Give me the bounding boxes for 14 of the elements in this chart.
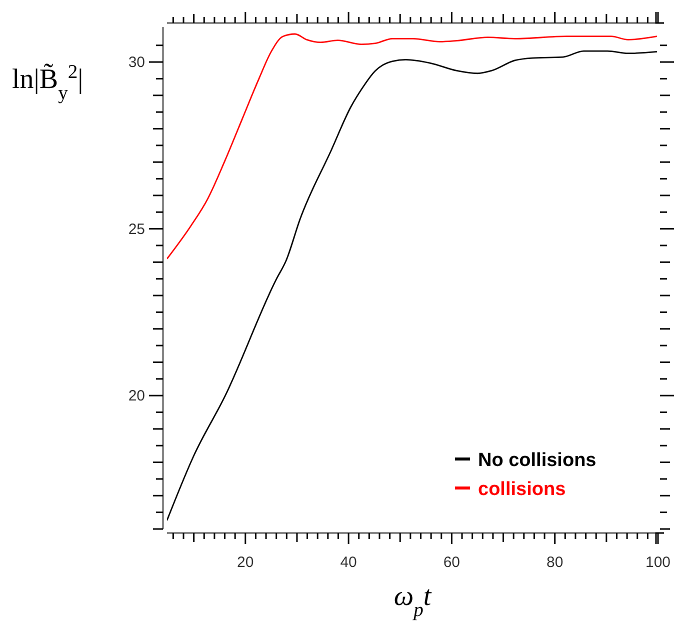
line-series [167,50,658,522]
x-tick-label: 60 [443,554,460,571]
y-tick-label: 25 [128,220,145,238]
legend-label: collisions [478,479,566,500]
line-series [167,33,658,260]
y-tick-label: 20 [128,388,145,405]
x-tick-label: 20 [237,554,254,571]
x-tick-label: 40 [340,554,357,571]
y-axis-title: ln|B̃$_{y}$$^{2}$| [12,62,84,104]
y-tick-label: 30 [128,54,145,72]
legend-label: No collisions [478,450,596,471]
x-tick-label: 100 [645,554,671,571]
x-axis-title: ω$_{p}$t [394,581,432,620]
x-tick-label: 80 [546,554,564,571]
